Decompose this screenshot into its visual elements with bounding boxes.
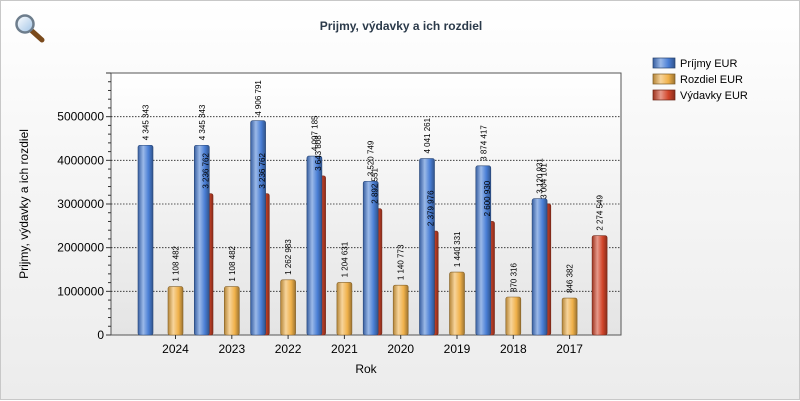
data-label: 1 440 331 xyxy=(453,231,462,267)
legend-label: Rozdiel EUR xyxy=(680,74,743,86)
x-tick-label: 2017 xyxy=(556,342,583,356)
bar-2018-1 xyxy=(505,296,522,336)
bar-2019-1 xyxy=(449,271,465,336)
y-tick-label: 0 xyxy=(97,328,104,342)
x-axis-title: Rok xyxy=(355,362,377,376)
bar-2024-0 xyxy=(137,144,154,336)
axes: 0 1000000 2000000 3000000 4000000 5000000 2024… xyxy=(57,72,583,356)
bar-2021-1 xyxy=(336,282,353,336)
bars xyxy=(137,120,608,336)
data-label: 3 874 417 xyxy=(479,125,488,161)
data-label: 3 643 808 xyxy=(314,135,323,171)
data-label: 1 140 773 xyxy=(397,244,406,280)
data-label: 3 120 931 xyxy=(536,158,545,194)
bar-2023-0 xyxy=(194,144,210,336)
x-tick-label: 2023 xyxy=(218,342,245,356)
magnifier-icon[interactable] xyxy=(15,14,45,43)
bar-2017-2 xyxy=(591,235,608,336)
bar-2022-0 xyxy=(250,120,266,336)
data-label: 4 345 343 xyxy=(142,104,151,140)
y-tick-label: 1000000 xyxy=(57,284,104,298)
bar-2018-0 xyxy=(475,165,492,336)
data-label: 4 041 261 xyxy=(423,117,432,153)
y-tick-label: 4000000 xyxy=(57,153,104,167)
y-tick-label: 2000000 xyxy=(57,241,104,255)
data-labels: 4 345 343 1 108 482 3 236 762 4 345 343 1 10… xyxy=(142,80,605,293)
data-label: 1 204 631 xyxy=(340,241,349,277)
legend-label: Výdavky EUR xyxy=(680,90,748,102)
bar-2020-1 xyxy=(392,284,409,336)
y-tick-label: 3000000 xyxy=(57,197,104,211)
data-label: 3 004 101 xyxy=(539,163,548,199)
x-tick-label: 2022 xyxy=(275,342,302,356)
bar-2020-0 xyxy=(362,180,379,336)
data-label: 3 236 762 xyxy=(258,153,267,189)
data-label: 870 316 xyxy=(509,263,518,292)
bar-2024-1 xyxy=(167,286,184,336)
bar-2022-1 xyxy=(280,279,296,336)
x-tick-label: 2018 xyxy=(500,342,527,356)
data-label: 2 892 551 xyxy=(370,168,379,204)
bar-2017-0 xyxy=(531,198,548,336)
x-tick-label: 2021 xyxy=(331,342,358,356)
y-axis-title: Prijmy, výdavky a ich rozdiel xyxy=(17,129,31,279)
bar-2023-1 xyxy=(224,286,240,336)
bar-2021-0 xyxy=(306,155,323,336)
chart-title: Prijmy, výdavky a ich rozdiel xyxy=(320,19,483,33)
bar-2017-1 xyxy=(561,297,578,336)
data-label: 2 600 930 xyxy=(483,180,492,216)
data-label: 846 382 xyxy=(566,264,575,293)
bar-2019-0 xyxy=(419,158,435,336)
data-label: 1 262 983 xyxy=(284,239,293,275)
legend-swatch xyxy=(652,57,676,69)
y-tick-label: 5000000 xyxy=(57,110,104,124)
legend: Príjmy EUR Rozdiel EUR Výdavky EUR xyxy=(652,57,748,102)
legend-swatch xyxy=(652,89,676,101)
legend-label: Príjmy EUR xyxy=(680,58,738,70)
x-tick-label: 2020 xyxy=(387,342,414,356)
data-label: 4 906 791 xyxy=(254,80,263,116)
x-tick-label: 2024 xyxy=(162,342,189,356)
data-label: 2 274 549 xyxy=(596,195,605,231)
data-label: 4 097 185 xyxy=(310,115,319,151)
data-label: 4 345 343 xyxy=(198,104,207,140)
data-label: 2 379 976 xyxy=(427,190,436,226)
data-label: 3 520 749 xyxy=(367,140,376,176)
data-label: 3 236 762 xyxy=(202,153,211,189)
data-label: 1 108 482 xyxy=(172,245,181,281)
legend-swatch xyxy=(652,73,676,85)
data-label: 1 108 482 xyxy=(228,245,237,281)
x-tick-label: 2019 xyxy=(444,342,471,356)
